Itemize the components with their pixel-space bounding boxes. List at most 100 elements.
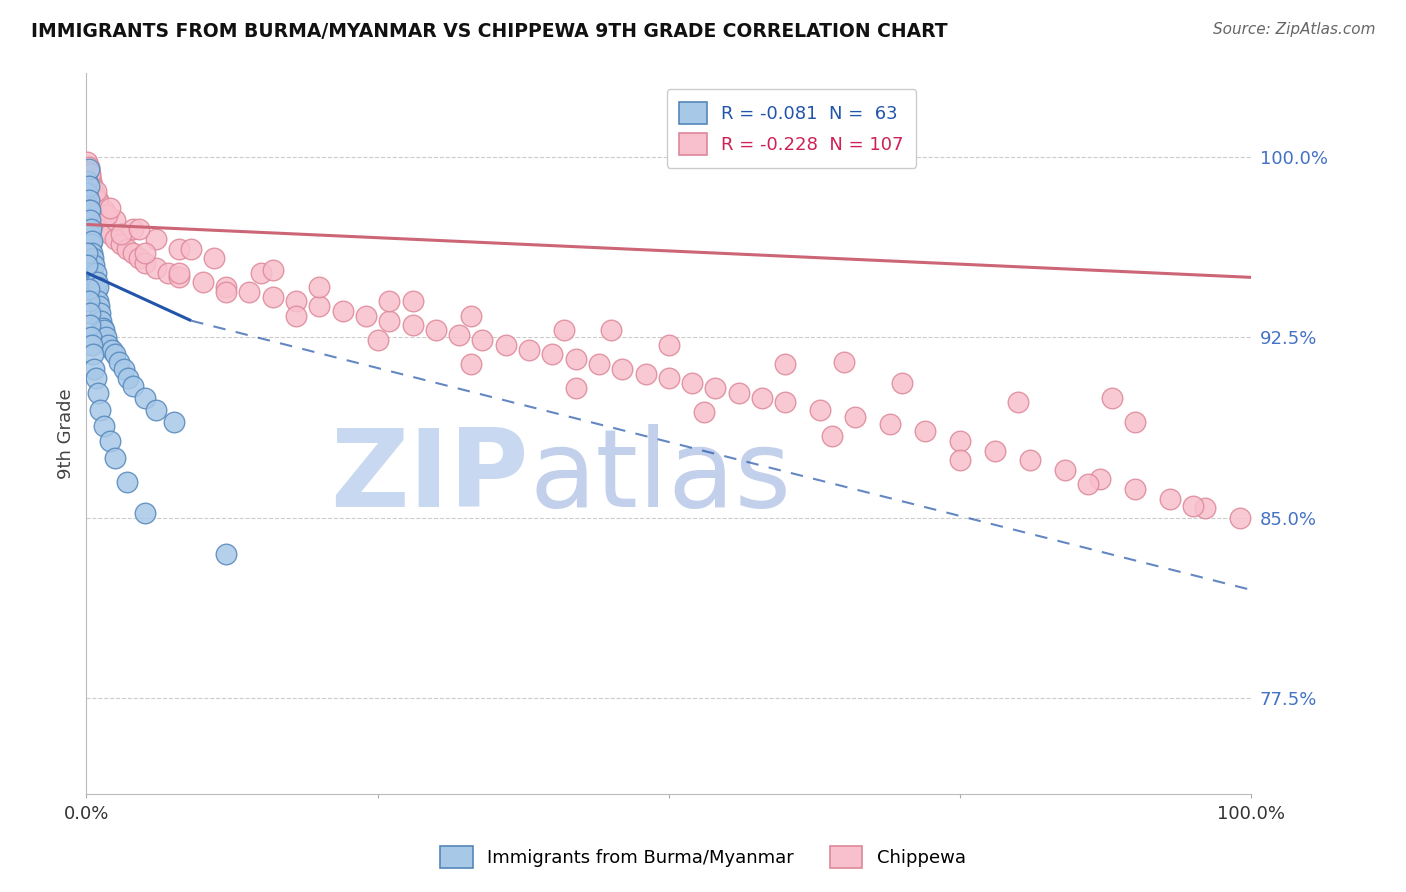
Point (285, 294, 308, 309)
Point (808, 402, 831, 417)
Point (97, 337, 120, 351)
Point (117, 371, 139, 385)
Point (204, 251, 226, 265)
Point (1159, 491, 1181, 506)
Point (93, 419, 115, 434)
Point (77, 282, 100, 296)
Point (77, 162, 100, 177)
Point (84, 285, 107, 299)
Point (84, 371, 107, 385)
Point (79, 167, 101, 181)
Point (727, 385, 749, 400)
Point (90, 313, 112, 327)
Point (104, 347, 127, 361)
Point (1182, 499, 1205, 513)
Point (564, 352, 586, 367)
Point (93, 323, 115, 337)
Point (80, 174, 103, 188)
Point (82, 235, 104, 249)
Point (775, 357, 797, 371)
Point (76, 174, 98, 188)
Point (82, 188, 104, 202)
Point (122, 378, 145, 392)
Point (89, 306, 111, 320)
Point (93, 218, 115, 232)
Point (76, 222, 98, 236)
Point (262, 263, 284, 277)
Point (80, 236, 103, 251)
Point (832, 354, 855, 368)
Point (471, 333, 494, 347)
Point (83, 275, 105, 289)
Point (378, 294, 401, 309)
Text: atlas: atlas (529, 424, 792, 530)
Point (1123, 415, 1146, 429)
Point (98, 227, 121, 241)
Point (80, 179, 103, 194)
Point (1007, 395, 1029, 409)
Point (134, 256, 156, 270)
Point (82, 179, 104, 194)
Point (134, 506, 156, 520)
Point (1077, 477, 1099, 491)
Text: ZIP: ZIP (330, 424, 529, 530)
Point (112, 361, 135, 376)
Point (82, 270, 104, 285)
Point (79, 306, 101, 320)
Point (844, 409, 866, 424)
Point (84, 202, 107, 217)
Point (553, 323, 575, 337)
Point (98, 201, 121, 215)
Point (89, 402, 111, 417)
Point (110, 227, 132, 241)
Point (517, 343, 540, 357)
Point (879, 417, 901, 431)
Point (87, 294, 110, 309)
Point (460, 309, 482, 323)
Point (76, 155, 98, 169)
Point (82, 337, 104, 351)
Point (87, 194, 110, 208)
Point (238, 285, 260, 299)
Point (76, 211, 98, 225)
Point (82, 246, 104, 260)
Legend: R = -0.081  N =  63, R = -0.228  N = 107: R = -0.081 N = 63, R = -0.228 N = 107 (666, 89, 917, 168)
Legend: Immigrants from Burma/Myanmar, Chippewa: Immigrants from Burma/Myanmar, Chippewa (429, 835, 977, 879)
Point (76, 198, 98, 212)
Point (145, 260, 167, 275)
Point (191, 275, 214, 289)
Point (332, 304, 354, 318)
Point (79, 318, 101, 333)
Point (541, 347, 564, 361)
Point (76, 246, 98, 260)
Point (949, 434, 972, 448)
Point (104, 450, 127, 465)
Point (425, 323, 447, 337)
Text: Source: ZipAtlas.com: Source: ZipAtlas.com (1212, 22, 1375, 37)
Point (169, 270, 191, 285)
Point (163, 415, 186, 429)
Point (101, 343, 124, 357)
Point (1229, 511, 1251, 525)
Point (77, 294, 100, 309)
Point (77, 194, 100, 208)
Point (704, 381, 727, 395)
Point (401, 318, 423, 333)
Point (82, 251, 104, 265)
Point (87, 385, 110, 400)
Point (79, 212, 101, 227)
Point (82, 266, 104, 280)
Point (1194, 501, 1216, 516)
Point (115, 475, 138, 489)
Point (984, 443, 1007, 458)
Point (156, 266, 179, 280)
Point (401, 294, 423, 309)
Point (285, 309, 308, 323)
Point (588, 357, 610, 371)
Point (89, 212, 111, 227)
Point (84, 184, 107, 198)
Point (76, 186, 98, 201)
Point (79, 242, 101, 256)
Point (122, 246, 145, 260)
Point (122, 222, 145, 236)
